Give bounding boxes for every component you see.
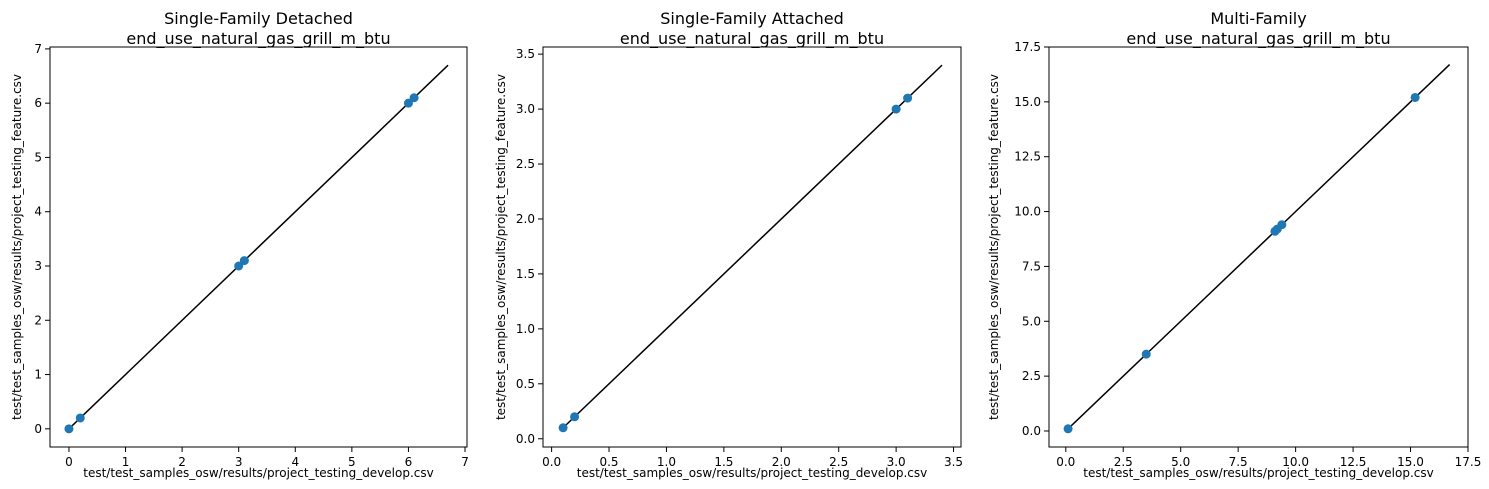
data-point	[239, 256, 249, 266]
panel-single-family-attached: Single-Family Attachedend_use_natural_ga…	[494, 9, 963, 480]
y-tick-label: 3.0	[516, 102, 535, 116]
y-tick-label: 1.5	[516, 267, 535, 281]
data-point	[1063, 424, 1073, 434]
y-tick-label: 12.5	[1014, 150, 1041, 164]
y-axis-label: test/test_samples_osw/results/project_te…	[10, 74, 24, 420]
x-tick-label: 5.0	[1171, 455, 1190, 469]
y-tick-label: 1	[34, 368, 42, 382]
x-tick-label: 3.0	[887, 455, 906, 469]
y-axis-label: test/test_samples_osw/results/project_te…	[494, 74, 508, 420]
data-point	[234, 261, 244, 271]
chart-title: Single-Family Detached	[164, 9, 353, 28]
x-tick-label: 3.5	[944, 455, 963, 469]
x-tick-label: 1	[122, 455, 130, 469]
x-tick-label: 2.0	[772, 455, 791, 469]
x-tick-label: 0	[65, 455, 73, 469]
x-tick-label: 7.5	[1229, 455, 1248, 469]
plot-frame	[542, 46, 962, 448]
y-tick-label: 7	[34, 42, 42, 56]
reference-line	[562, 64, 943, 429]
y-tick-label: 6	[34, 96, 42, 110]
y-tick-label: 0.0	[516, 432, 535, 446]
y-tick-label: 3	[34, 259, 42, 273]
x-tick-label: 2	[178, 455, 186, 469]
y-tick-label: 17.5	[1014, 40, 1041, 54]
panel-single-family-detached: Single-Family Detachedend_use_natural_ga…	[10, 9, 469, 480]
data-point	[403, 98, 413, 108]
chart-subtitle: end_use_natural_gas_grill_m_btu	[620, 29, 884, 49]
x-tick-label: 10.0	[1282, 455, 1309, 469]
data-point	[1277, 220, 1287, 230]
data-point	[1410, 92, 1420, 102]
x-tick-label: 2.5	[829, 455, 848, 469]
x-tick-label: 7	[461, 455, 469, 469]
y-tick-label: 0.0	[1022, 424, 1041, 438]
plot-frame	[1048, 46, 1469, 448]
x-tick-label: 3	[235, 455, 243, 469]
x-tick-label: 15.0	[1397, 455, 1424, 469]
x-axis-label: test/test_samples_osw/results/project_te…	[1083, 466, 1434, 480]
x-tick-label: 5	[348, 455, 356, 469]
data-point	[75, 413, 85, 423]
data-point	[409, 93, 419, 103]
chart-title: Multi-Family	[1210, 9, 1306, 28]
y-tick-label: 2.0	[516, 212, 535, 226]
data-point	[64, 424, 74, 434]
y-tick-label: 0	[34, 422, 42, 436]
data-point	[570, 412, 580, 422]
x-tick-label: 17.5	[1455, 455, 1482, 469]
x-tick-label: 1.0	[657, 455, 676, 469]
chart-subtitle: end_use_natural_gas_grill_m_btu	[1126, 29, 1390, 49]
x-tick-label: 0.0	[1056, 455, 1075, 469]
x-tick-label: 2.5	[1114, 455, 1133, 469]
data-point	[1141, 349, 1151, 359]
y-axis-label: test/test_samples_osw/results/project_te…	[987, 74, 1001, 420]
chart-title: Single-Family Attached	[660, 9, 843, 28]
x-axis-label: test/test_samples_osw/results/project_te…	[577, 466, 928, 480]
y-tick-label: 10.0	[1014, 205, 1041, 219]
chart-subtitle: end_use_natural_gas_grill_m_btu	[126, 29, 390, 49]
y-tick-label: 2	[34, 313, 42, 327]
x-tick-label: 4	[291, 455, 299, 469]
x-tick-label: 1.5	[714, 455, 733, 469]
data-point	[891, 104, 901, 114]
y-tick-label: 4	[34, 205, 42, 219]
y-tick-label: 15.0	[1014, 95, 1041, 109]
data-point	[558, 423, 568, 433]
data-point	[903, 93, 913, 103]
y-tick-label: 0.5	[516, 377, 535, 391]
y-tick-label: 2.5	[516, 157, 535, 171]
x-tick-label: 0.0	[542, 455, 561, 469]
x-tick-label: 6	[405, 455, 413, 469]
reference-line	[68, 64, 449, 430]
x-axis-label: test/test_samples_osw/results/project_te…	[83, 466, 434, 480]
y-tick-label: 5.0	[1022, 314, 1041, 328]
y-tick-label: 3.5	[516, 47, 535, 61]
y-tick-label: 5	[34, 150, 42, 164]
panel-multi-family: Multi-Familyend_use_natural_gas_grill_m_…	[987, 9, 1481, 480]
x-tick-label: 0.5	[599, 455, 618, 469]
y-tick-label: 2.5	[1022, 369, 1041, 383]
y-tick-label: 7.5	[1022, 259, 1041, 273]
x-tick-label: 12.5	[1340, 455, 1367, 469]
y-tick-label: 1.0	[516, 322, 535, 336]
plot-frame	[49, 46, 468, 448]
reference-line	[1067, 64, 1451, 430]
